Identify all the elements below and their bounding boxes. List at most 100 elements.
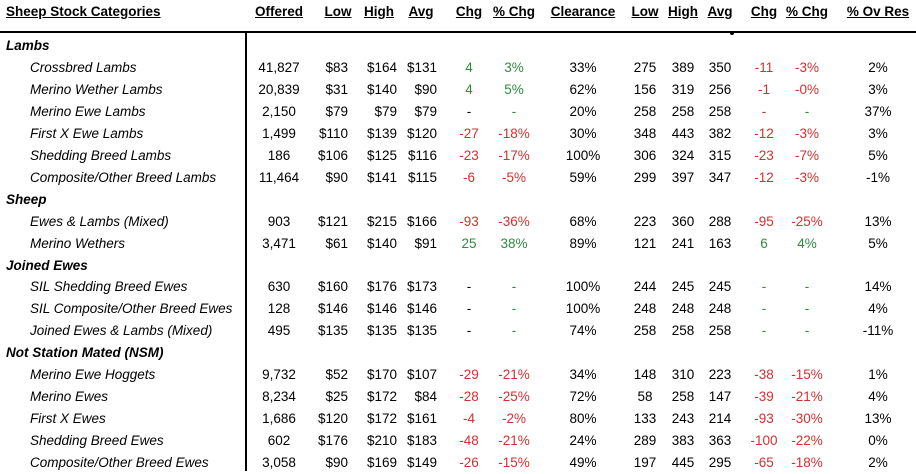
cell-pct-chg: - bbox=[511, 323, 517, 338]
cell-pct-chg2: - bbox=[804, 323, 810, 338]
cell-low2: 258 bbox=[633, 323, 657, 338]
cell-high2: 245 bbox=[671, 279, 695, 294]
cell-low: $90 bbox=[325, 455, 348, 470]
header-chg2: Chg bbox=[750, 4, 778, 19]
cell-chg2: - bbox=[761, 323, 767, 338]
cell-low2: 289 bbox=[633, 433, 657, 448]
cell-offered: 495 bbox=[267, 323, 291, 338]
cell-avg2: 382 bbox=[708, 126, 732, 141]
row-label: Shedding Breed Ewes bbox=[30, 433, 164, 448]
cell-high: $141 bbox=[366, 170, 397, 185]
cell-offered: 128 bbox=[267, 301, 291, 316]
cell-high2: 258 bbox=[671, 323, 695, 338]
cell-chg2: -100 bbox=[750, 433, 778, 448]
row-label: First X Ewe Lambs bbox=[30, 126, 144, 141]
cell-pct-chg: -21% bbox=[498, 433, 530, 448]
cell-pct-chg2: -25% bbox=[791, 214, 823, 229]
cell-ov-res: 5% bbox=[868, 148, 888, 163]
cell-high: $140 bbox=[366, 236, 397, 251]
row-label: Merino Ewe Hoggets bbox=[30, 367, 156, 382]
cell-ov-res: 4% bbox=[868, 389, 888, 404]
cell-low: $25 bbox=[325, 389, 348, 404]
cell-avg: $84 bbox=[414, 389, 437, 404]
cell-avg2: 223 bbox=[708, 367, 732, 382]
cell-low: $176 bbox=[317, 433, 348, 448]
cell-chg2: 6 bbox=[760, 236, 768, 251]
cell-clearance: 100% bbox=[565, 301, 601, 316]
row-label: SIL Composite/Other Breed Ewes bbox=[30, 301, 233, 316]
cell-avg2: 347 bbox=[708, 170, 732, 185]
header-sheep-stock-categories: Sheep Stock Categories bbox=[6, 4, 161, 19]
cell-avg2: 256 bbox=[708, 82, 732, 97]
cell-low2: 156 bbox=[633, 82, 657, 97]
cell-offered: 1,686 bbox=[262, 411, 296, 426]
cell-chg2: -93 bbox=[754, 411, 774, 426]
cell-avg: $183 bbox=[406, 433, 437, 448]
cell-pct-chg: -18% bbox=[498, 126, 530, 141]
cell-high2: 258 bbox=[671, 104, 695, 119]
cell-pct-chg: -25% bbox=[498, 389, 530, 404]
cell-low2: 58 bbox=[637, 389, 653, 404]
cell-offered: 2,150 bbox=[262, 104, 296, 119]
cell-pct-chg2: -3% bbox=[794, 60, 819, 75]
cell-clearance: 49% bbox=[569, 455, 597, 470]
row-label: SIL Shedding Breed Ewes bbox=[30, 279, 188, 294]
category-heading: Lambs bbox=[6, 38, 50, 53]
cell-chg: -27 bbox=[459, 126, 479, 141]
cell-chg: -28 bbox=[459, 389, 479, 404]
cell-chg: 25 bbox=[461, 236, 477, 251]
cell-pct-chg: -15% bbox=[498, 455, 530, 470]
cell-low: $52 bbox=[325, 367, 348, 382]
header-avg2: Avg bbox=[707, 4, 733, 19]
cell-low: $106 bbox=[317, 148, 348, 163]
cell-avg2: 147 bbox=[708, 389, 732, 404]
cell-pct-chg: -21% bbox=[498, 367, 530, 382]
cell-ov-res: 2% bbox=[868, 60, 888, 75]
cell-ov-res: 3% bbox=[868, 82, 888, 97]
row-label: Merino Ewes bbox=[30, 389, 109, 404]
cell-chg: -23 bbox=[459, 148, 479, 163]
cell-offered: 8,234 bbox=[262, 389, 296, 404]
cell-pct-chg2: 4% bbox=[797, 236, 817, 251]
cell-offered: 602 bbox=[267, 433, 291, 448]
row-label: Shedding Breed Lambs bbox=[30, 148, 172, 163]
cell-low: $83 bbox=[325, 60, 348, 75]
cell-pct-chg: 3% bbox=[504, 60, 524, 75]
cell-high2: 319 bbox=[671, 82, 695, 97]
cell-avg2: 258 bbox=[708, 104, 732, 119]
cell-clearance: 72% bbox=[569, 389, 597, 404]
cell-high2: 243 bbox=[671, 411, 695, 426]
cell-high: $170 bbox=[366, 367, 397, 382]
cell-pct-chg: -36% bbox=[498, 214, 530, 229]
cell-pct-chg: -2% bbox=[501, 411, 526, 426]
row-label: Ewes & Lambs (Mixed) bbox=[30, 214, 169, 229]
cell-ov-res: 3% bbox=[868, 126, 888, 141]
cell-pct-chg2: - bbox=[804, 301, 810, 316]
cell-high: $125 bbox=[366, 148, 397, 163]
cell-pct-chg2: -3% bbox=[794, 170, 819, 185]
cell-pct-chg2: -3% bbox=[794, 126, 819, 141]
cell-ov-res: 2% bbox=[868, 455, 888, 470]
cell-pct-chg2: -7% bbox=[794, 148, 819, 163]
header-low2: Low bbox=[631, 4, 659, 19]
cell-high: $210 bbox=[366, 433, 397, 448]
cell-high: $139 bbox=[366, 126, 397, 141]
cell-avg2: 288 bbox=[708, 214, 732, 229]
cell-high: $172 bbox=[366, 389, 397, 404]
cell-high: $176 bbox=[366, 279, 397, 294]
cell-avg: $166 bbox=[406, 214, 437, 229]
cell-high2: 248 bbox=[671, 301, 695, 316]
cell-high: $146 bbox=[366, 301, 397, 316]
cell-pct-chg2: -15% bbox=[791, 367, 823, 382]
cell-avg: $79 bbox=[414, 104, 437, 119]
cell-chg2: -95 bbox=[754, 214, 774, 229]
cell-pct-chg: - bbox=[511, 104, 517, 119]
cell-low2: 121 bbox=[633, 236, 657, 251]
marker-dot bbox=[730, 31, 734, 35]
cell-high2: 310 bbox=[671, 367, 695, 382]
cell-high2: 443 bbox=[671, 126, 695, 141]
cell-chg2: - bbox=[761, 301, 767, 316]
cell-chg: - bbox=[466, 279, 472, 294]
cell-clearance: 74% bbox=[569, 323, 597, 338]
cell-low: $61 bbox=[325, 236, 348, 251]
